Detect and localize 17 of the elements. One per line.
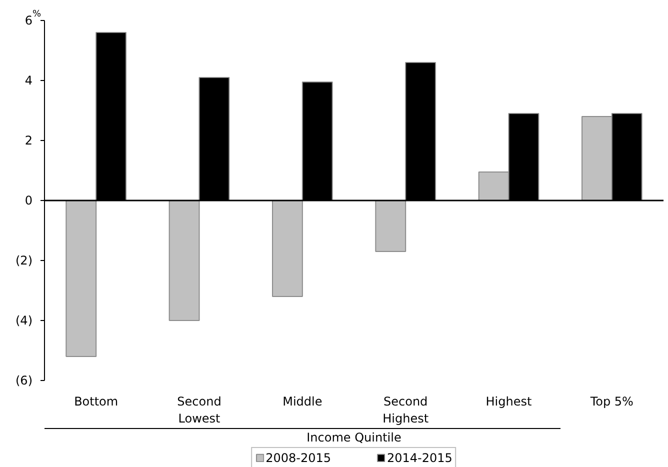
x-axis-title: Income Quintile <box>306 430 402 444</box>
y-axis-title: % <box>32 10 42 20</box>
y-tick-label: 0 <box>24 194 33 208</box>
y-tick-label: 6 <box>24 14 33 28</box>
x-tick-label: Middle <box>282 394 322 408</box>
x-tick-label: Bottom <box>74 394 118 408</box>
y-tick-label: (4) <box>16 314 32 328</box>
x-tick-label: Second Highest <box>382 394 429 426</box>
x-tick-label: Highest <box>486 394 532 408</box>
legend-label: 2008-2015 <box>266 450 331 464</box>
x-tick-label: Second Lowest <box>177 394 222 426</box>
y-tick-label: 4 <box>24 74 33 88</box>
y-tick-label: (2) <box>16 254 32 268</box>
legend-label: 2014-2015 <box>387 450 452 464</box>
x-tick-label: Top 5% <box>589 394 634 408</box>
y-tick-label: (6) <box>16 374 32 388</box>
y-tick-label: 2 <box>24 134 33 148</box>
